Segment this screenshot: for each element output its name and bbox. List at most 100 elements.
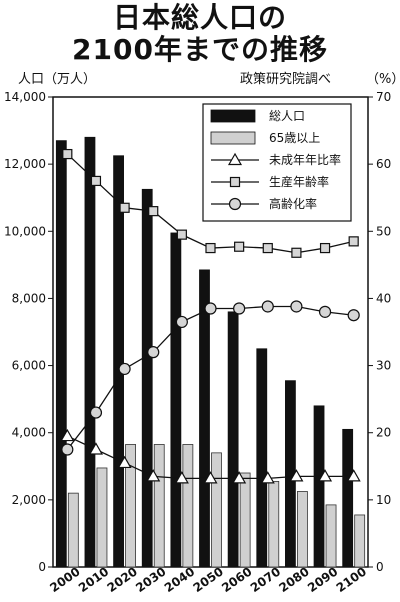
legend-label: 高齢化率	[269, 196, 317, 211]
point-circle	[261, 300, 274, 313]
bar-total-population	[113, 155, 124, 568]
legend-marker	[229, 176, 241, 188]
legend-swatch	[210, 131, 256, 145]
x-tick-label: 2070	[248, 564, 283, 595]
x-tick-label: 2090	[305, 564, 340, 595]
y-tick-label: 10,000	[4, 224, 46, 238]
point-triangle	[346, 469, 361, 482]
legend-label: 総人口	[269, 109, 305, 123]
x-tick-label: 2010	[76, 564, 111, 595]
point-triangle	[289, 469, 304, 482]
point-circle	[175, 315, 188, 329]
legend-swatch	[210, 109, 256, 123]
point-square	[348, 236, 359, 247]
point-triangle	[232, 471, 247, 484]
point-square	[319, 242, 331, 254]
point-circle	[204, 302, 217, 315]
point-circle	[318, 305, 332, 318]
y-tick-label: 12,000	[4, 157, 46, 171]
point-circle	[147, 346, 160, 359]
x-tick-label: 2040	[162, 564, 197, 595]
point-triangle	[318, 469, 333, 482]
point-triangle	[174, 471, 189, 484]
y2-tick-label: 60	[376, 157, 391, 171]
y-tick-label: 2,000	[12, 493, 46, 507]
bar-age-65-plus	[354, 514, 366, 568]
bar-age-65-plus	[125, 444, 136, 568]
point-square	[234, 241, 245, 252]
bar-total-population	[342, 428, 354, 568]
point-circle	[233, 302, 246, 315]
bar-total-population	[199, 269, 210, 568]
x-tick-label: 2080	[276, 564, 311, 595]
point-square	[176, 229, 187, 240]
bar-age-65-plus	[297, 491, 308, 568]
y-axis-label: 人口（万人）	[18, 72, 97, 87]
line-circle-series	[66, 305, 354, 450]
bar-age-65-plus	[268, 480, 280, 568]
y2-tick-label: 0	[376, 560, 384, 574]
y-tick-label: 14,000	[4, 90, 46, 104]
point-triangle	[60, 428, 75, 442]
y2-tick-label: 10	[376, 493, 391, 507]
y2-axis-unit-label: （%）	[366, 72, 400, 87]
point-circle	[118, 362, 131, 376]
x-tick-label: 2000	[47, 564, 82, 595]
point-square	[262, 242, 273, 254]
point-square	[119, 202, 130, 213]
y-tick-label: 8,000	[12, 291, 46, 305]
y2-tick-label: 20	[376, 426, 391, 440]
bar-total-population	[313, 405, 325, 568]
y2-tick-label: 30	[376, 359, 391, 373]
bar-age-65-plus	[182, 444, 194, 568]
bar-age-65-plus	[67, 492, 79, 568]
plot-frame	[52, 96, 369, 568]
chart-title-line-1: 日本総人口の	[112, 1, 287, 34]
legend-label: 65歳以上	[269, 131, 320, 145]
y2-tick-label: 70	[376, 90, 391, 104]
point-circle	[290, 300, 303, 313]
y-tick-label: 0	[38, 560, 46, 574]
point-square	[90, 175, 102, 187]
x-tick-label: 2030	[133, 564, 168, 595]
bar-total-population	[141, 188, 153, 568]
bar-age-65-plus	[211, 452, 222, 568]
point-square	[62, 148, 73, 160]
y2-tick-label: 40	[376, 291, 391, 305]
point-triangle	[203, 471, 218, 484]
bar-age-65-plus	[325, 504, 337, 568]
legend-box	[202, 103, 352, 222]
y2-tick-label: 50	[376, 224, 391, 238]
point-square	[291, 247, 302, 258]
point-circle	[347, 309, 360, 322]
point-triangle	[146, 469, 161, 482]
bar-total-population	[227, 311, 239, 568]
point-triangle	[260, 471, 275, 484]
legend-label: 生産年齢率	[269, 174, 329, 189]
x-tick-label: 2020	[105, 564, 140, 595]
point-circle	[61, 443, 74, 456]
point-square	[148, 206, 159, 217]
source-note: 政策研究院調べ	[240, 72, 332, 87]
point-circle	[89, 406, 103, 419]
x-tick-label: 2050	[191, 564, 226, 595]
x-tick-label: 2100	[334, 564, 369, 595]
bar-total-population	[55, 140, 67, 568]
bar-age-65-plus	[96, 467, 108, 568]
y-tick-label: 4,000	[12, 426, 46, 440]
bar-total-population	[170, 232, 182, 568]
chart-title-line-2: 2100年までの推移	[72, 33, 328, 66]
point-square	[205, 242, 216, 254]
legend-label: 未成年年比率	[269, 152, 341, 167]
x-tick-label: 2060	[219, 564, 254, 595]
legend-marker	[227, 152, 243, 166]
point-triangle	[88, 442, 103, 455]
legend-marker	[228, 197, 242, 211]
point-triangle	[117, 455, 132, 469]
bar-age-65-plus	[153, 444, 165, 568]
bar-total-population	[256, 348, 268, 568]
bar-age-65-plus	[239, 472, 251, 568]
y-tick-label: 6,000	[12, 359, 46, 373]
bar-total-population	[84, 136, 96, 568]
